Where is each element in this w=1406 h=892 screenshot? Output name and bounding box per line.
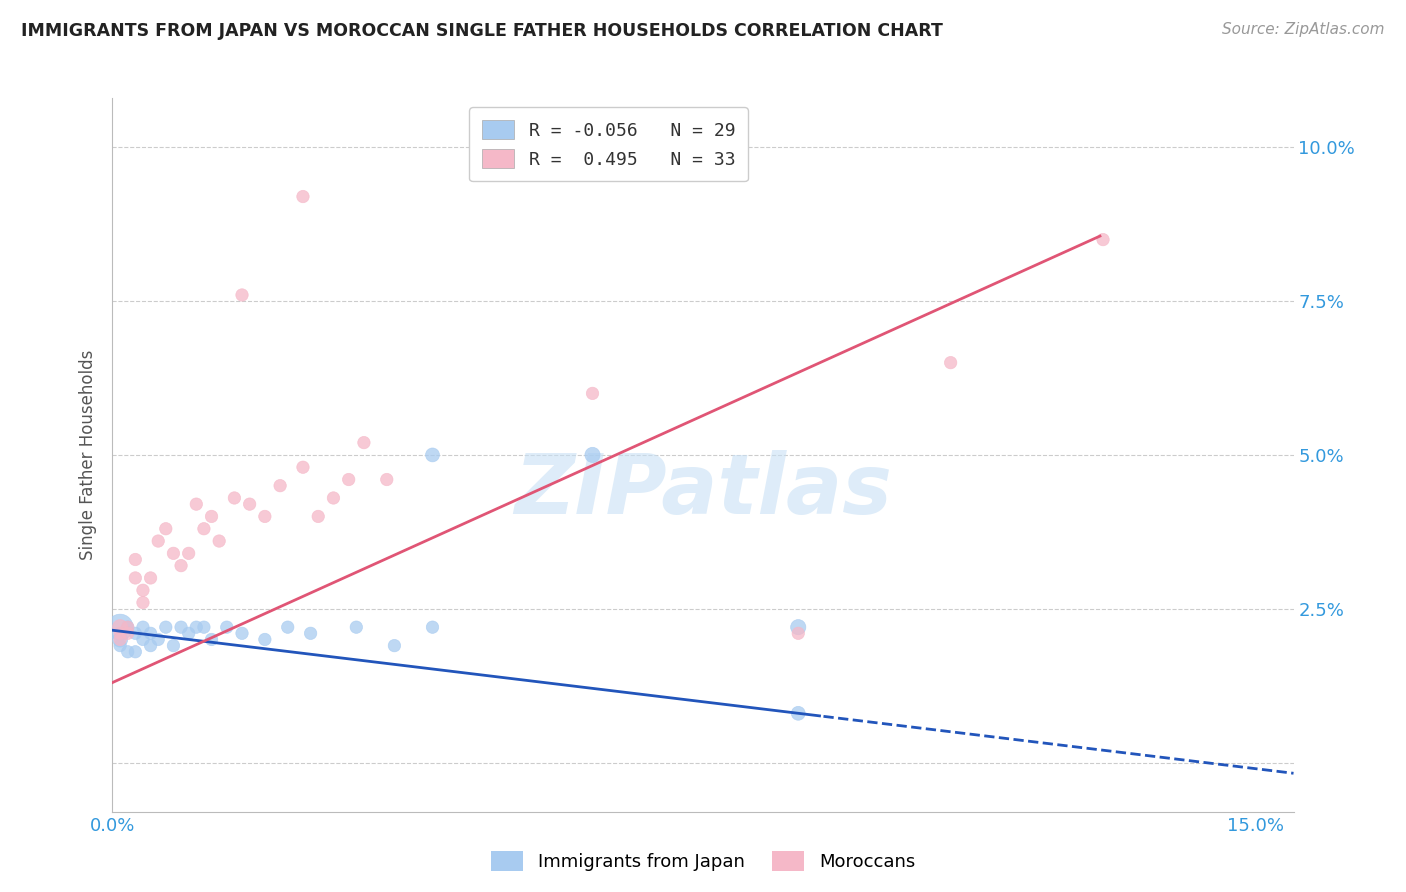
Point: [117, 620, 139, 634]
Point: [291, 460, 314, 475]
Point: [581, 448, 603, 462]
Point: [162, 639, 184, 653]
Point: [132, 632, 155, 647]
Point: [193, 522, 215, 536]
Point: [193, 620, 215, 634]
Point: [253, 509, 276, 524]
Point: [375, 473, 398, 487]
Point: [139, 639, 162, 653]
Text: IMMIGRANTS FROM JAPAN VS MOROCCAN SINGLE FATHER HOUSEHOLDS CORRELATION CHART: IMMIGRANTS FROM JAPAN VS MOROCCAN SINGLE…: [21, 22, 943, 40]
Point: [170, 558, 193, 573]
Point: [1092, 233, 1115, 247]
Point: [239, 497, 262, 511]
Point: [322, 491, 344, 505]
Y-axis label: Single Father Households: Single Father Households: [79, 350, 97, 560]
Point: [353, 435, 375, 450]
Point: [139, 626, 162, 640]
Point: [581, 386, 603, 401]
Point: [787, 706, 810, 721]
Point: [170, 620, 193, 634]
Point: [200, 632, 222, 647]
Point: [231, 288, 253, 302]
Point: [124, 645, 146, 659]
Point: [124, 552, 146, 566]
Point: [108, 632, 131, 647]
Point: [787, 620, 810, 634]
Point: [124, 626, 146, 640]
Point: [269, 478, 291, 492]
Point: [108, 620, 131, 634]
Point: [177, 626, 200, 640]
Point: [208, 534, 231, 549]
Point: [787, 626, 810, 640]
Legend: R = -0.056   N = 29, R =  0.495   N = 33: R = -0.056 N = 29, R = 0.495 N = 33: [470, 107, 748, 181]
Point: [177, 546, 200, 560]
Point: [299, 626, 322, 640]
Point: [337, 473, 360, 487]
Point: [231, 626, 253, 640]
Point: [155, 620, 177, 634]
Point: [422, 448, 444, 462]
Point: [200, 509, 222, 524]
Point: [117, 620, 139, 634]
Point: [132, 583, 155, 598]
Text: Source: ZipAtlas.com: Source: ZipAtlas.com: [1222, 22, 1385, 37]
Point: [117, 645, 139, 659]
Point: [155, 522, 177, 536]
Point: [124, 571, 146, 585]
Point: [139, 571, 162, 585]
Point: [132, 596, 155, 610]
Point: [186, 620, 208, 634]
Point: [307, 509, 329, 524]
Legend: Immigrants from Japan, Moroccans: Immigrants from Japan, Moroccans: [484, 844, 922, 879]
Point: [253, 632, 276, 647]
Point: [108, 639, 131, 653]
Point: [108, 632, 131, 647]
Point: [186, 497, 208, 511]
Point: [132, 620, 155, 634]
Point: [422, 620, 444, 634]
Point: [108, 620, 131, 634]
Point: [939, 356, 962, 370]
Text: ZIPatlas: ZIPatlas: [515, 450, 891, 531]
Point: [384, 639, 406, 653]
Point: [162, 546, 184, 560]
Point: [277, 620, 299, 634]
Point: [291, 189, 314, 203]
Point: [148, 534, 170, 549]
Point: [117, 626, 139, 640]
Point: [108, 626, 131, 640]
Point: [148, 632, 170, 647]
Point: [215, 620, 238, 634]
Point: [344, 620, 367, 634]
Point: [224, 491, 246, 505]
